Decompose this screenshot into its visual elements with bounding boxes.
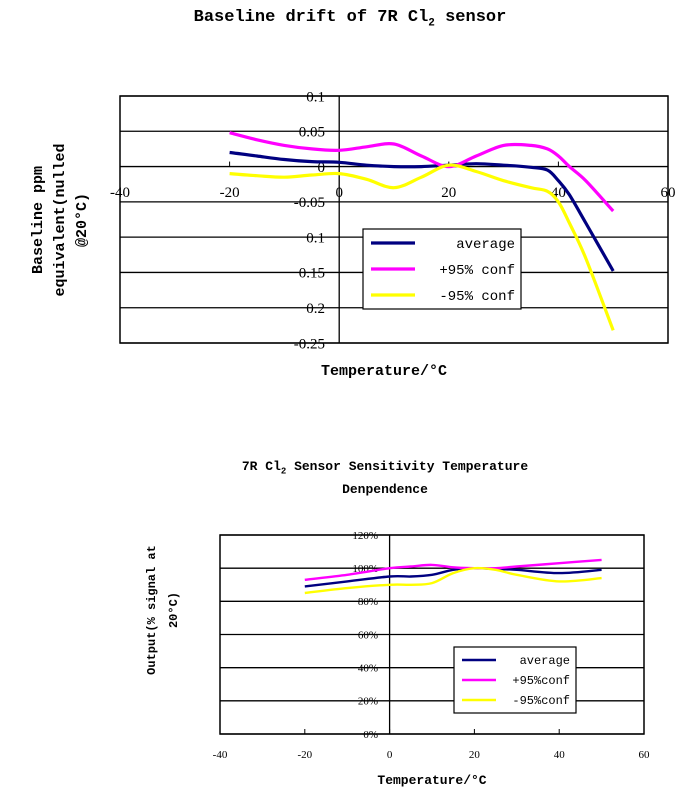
chart2-x-axis-label: Temperature/°C <box>377 773 486 788</box>
chart1-legend-label: average <box>456 237 515 253</box>
chart1-x-tick-label: 60 <box>661 185 676 201</box>
chart2-y-tick-label: 40% <box>358 663 378 675</box>
chart2-series-average <box>304 566 602 588</box>
chart1-x-tick-label: -40 <box>110 185 130 201</box>
chart1-y-tick-label: 0.15 <box>299 266 325 282</box>
chart2-series-minus95-conf <box>304 566 602 595</box>
chart2-x-tick-label: 0 <box>387 749 393 761</box>
chart1-legend-label: -95% conf <box>439 289 515 305</box>
chart2-x-tick-label: 20 <box>469 749 481 761</box>
chart2-x-tick-label: -20 <box>297 749 312 761</box>
chart2-legend-label: +95%conf <box>512 674 570 688</box>
chart2-legend-label: -95%conf <box>512 694 570 708</box>
chart1-y-axis-label: Baseline ppm <box>30 166 47 274</box>
chart2-legend-label: average <box>520 654 570 668</box>
chart2-title: 7R Cl2 Sensor Sensitivity Temperature Den… <box>241 459 529 497</box>
chart1-x-tick-label: -20 <box>220 185 240 201</box>
chart2-x-tick-label: 60 <box>639 749 651 761</box>
chart1-y-tick-label: -0.25 <box>294 336 325 352</box>
chart2-x-tick-label: -40 <box>213 749 228 761</box>
chart2-y-tick-label: 120% <box>352 530 378 542</box>
chart1-x-tick-label: 20 <box>441 185 456 201</box>
chart2-y-tick-label: 60% <box>358 629 378 641</box>
chart2-y-tick-label: 20% <box>358 696 378 708</box>
chart1-series-minus95-conf <box>229 163 615 331</box>
chart1-y-tick-label: 0.05 <box>299 125 325 141</box>
chart1-legend-label: +95% conf <box>439 263 515 279</box>
chart1-y-tick-label: -0.05 <box>294 195 325 211</box>
chart2-y-tick-label: 0% <box>363 729 378 741</box>
chart1-y-axis-label: equivalent(nulled <box>52 143 69 296</box>
chart1-y-tick-label: 0 <box>318 160 326 176</box>
chart1-y-tick-label: 0.1 <box>306 89 325 105</box>
chart1-x-axis-label: Temperature/°C <box>321 363 447 380</box>
chart2-y-axis-label: Output(% signal at <box>145 545 159 675</box>
chart1-y-axis-label: @20°C) <box>74 193 91 247</box>
chart2-y-axis-label: 20°C) <box>167 592 181 628</box>
chart1-x-tick-label: 0 <box>335 185 343 201</box>
chart2-y-tick-label: 80% <box>358 596 378 608</box>
chart1-title: Baseline drift of 7R Cl2 sensor <box>193 8 507 30</box>
chart1-y-tick-label: 0.2 <box>306 301 325 317</box>
chart1-y-tick-label: 0.1 <box>306 230 325 246</box>
chart2-x-tick-label: 40 <box>554 749 566 761</box>
chart2-series-plus95-conf <box>304 558 602 581</box>
